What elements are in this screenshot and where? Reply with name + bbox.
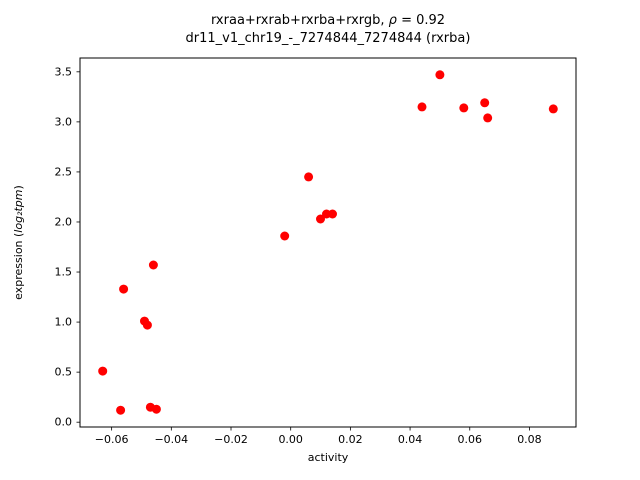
x-tick-label: 0.06 bbox=[458, 433, 483, 446]
y-tick-label: 0.5 bbox=[55, 366, 73, 379]
rho-symbol: ρ bbox=[388, 13, 397, 28]
y-tick-label: 3.5 bbox=[55, 65, 73, 78]
x-axis-label: activity bbox=[308, 451, 349, 464]
data-point bbox=[148, 260, 158, 270]
y-tick-label: 3.0 bbox=[55, 115, 73, 128]
data-point bbox=[417, 102, 427, 112]
x-tick-label: −0.04 bbox=[154, 433, 188, 446]
data-point bbox=[459, 103, 469, 113]
y-tick-label: 1.5 bbox=[55, 266, 73, 279]
plot-border bbox=[79, 57, 577, 428]
data-point bbox=[480, 98, 490, 108]
x-tick-label: 0.04 bbox=[398, 433, 423, 446]
data-point bbox=[142, 320, 152, 330]
data-point bbox=[280, 231, 290, 241]
chart-title: rxraa+rxrab+rxrba+rxrgb, ρ = 0.92 bbox=[80, 13, 576, 29]
data-point bbox=[119, 284, 129, 294]
y-tick-label: 1.0 bbox=[55, 316, 73, 329]
x-tick-label: 0.08 bbox=[517, 433, 542, 446]
x-tick-label: 0.00 bbox=[278, 433, 303, 446]
data-point bbox=[304, 172, 314, 182]
y-tick-label: 0.0 bbox=[55, 416, 73, 429]
data-point bbox=[548, 104, 558, 114]
data-point bbox=[98, 366, 108, 376]
x-tick-label: −0.06 bbox=[95, 433, 129, 446]
y-tick-label: 2.0 bbox=[55, 215, 73, 228]
data-point bbox=[151, 404, 161, 414]
data-point bbox=[116, 405, 126, 415]
x-tick-label: 0.02 bbox=[338, 433, 363, 446]
y-tick-label: 2.5 bbox=[55, 165, 73, 178]
y-axis-label: expression (log₂tpm) bbox=[12, 185, 25, 300]
chart-subtitle: dr11_v1_chr19_-_7274844_7274844 (rxrba) bbox=[185, 31, 471, 46]
data-point bbox=[435, 70, 445, 80]
rho-value: = 0.92 bbox=[396, 13, 446, 28]
data-point bbox=[328, 209, 337, 219]
x-tick-label: −0.02 bbox=[214, 433, 248, 446]
chart-title-prefix: rxraa+rxrab+rxrba+rxrgb, bbox=[210, 13, 389, 28]
data-point bbox=[483, 113, 493, 123]
data-point bbox=[316, 214, 325, 224]
